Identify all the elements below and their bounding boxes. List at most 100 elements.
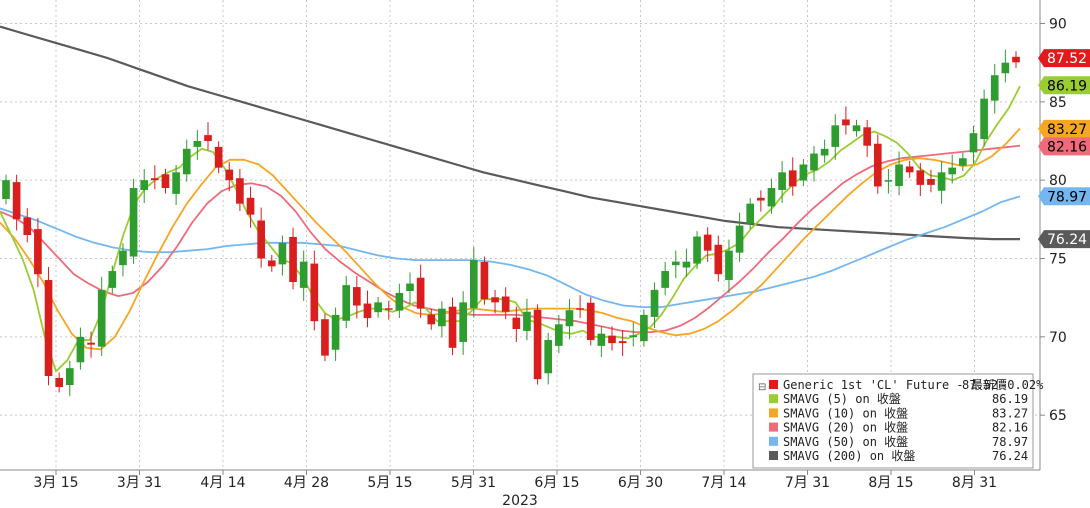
legend-value: 86.19	[992, 392, 1028, 406]
x-tick-label: 6月 30	[618, 475, 663, 491]
candle-body	[990, 75, 999, 101]
x-tick-label: 3月 31	[117, 475, 162, 491]
candle	[959, 152, 967, 172]
legend-value: 83.27	[992, 406, 1028, 420]
candle	[703, 227, 712, 262]
x-tick-label: 4月 14	[200, 475, 245, 491]
candle	[469, 247, 478, 318]
candle-body	[246, 197, 255, 215]
candle	[225, 162, 234, 192]
candle-body	[661, 271, 669, 288]
legend-value: 87.52	[962, 378, 998, 392]
candle-body	[119, 250, 127, 266]
year-label: 2023	[502, 493, 538, 508]
candle	[204, 122, 212, 151]
legend-item-sma200: SMAVG (200) on 收盤 76.24	[769, 449, 1028, 463]
legend-item-sma5: SMAVG (5) on 收盤 86.19	[769, 392, 1028, 406]
candle-body	[544, 339, 553, 374]
price-value-badge: 87.52	[1038, 49, 1090, 68]
candle	[448, 297, 457, 356]
candle	[76, 327, 85, 370]
candle-body	[427, 314, 436, 325]
legend-item-sma50: SMAVG (50) on 收盤 78.97	[769, 435, 1028, 449]
candle-body	[278, 242, 287, 265]
candle	[480, 256, 489, 305]
candle	[384, 300, 393, 320]
candle-body	[331, 314, 340, 350]
candle-body	[204, 135, 212, 141]
candle	[246, 186, 255, 228]
candle-body	[555, 324, 563, 346]
candle-body	[501, 296, 510, 312]
sma20-line	[0, 144, 1021, 333]
y-axis: 65 70 75 80 85 90	[1039, 0, 1067, 470]
x-tick-label: 8月 31	[952, 475, 997, 491]
candle-body	[895, 164, 903, 187]
candle	[533, 304, 542, 385]
candle-body	[140, 180, 149, 190]
candle-body	[969, 133, 978, 153]
candle	[172, 164, 180, 205]
candle	[629, 322, 638, 347]
legend-collapse-icon[interactable]: ⊟	[758, 382, 766, 393]
candle-body	[299, 261, 308, 288]
candle-body	[310, 263, 319, 322]
legend-swatch	[769, 394, 778, 404]
candle-body	[980, 98, 988, 140]
candle-body	[863, 127, 871, 146]
candle-body	[586, 302, 595, 340]
candle-body	[214, 146, 223, 168]
candle	[884, 169, 893, 194]
candle-body	[342, 285, 351, 321]
sma5-line	[0, 85, 1021, 373]
legend-label: SMAVG (5) on 收盤	[783, 392, 901, 406]
candle-body	[321, 319, 329, 356]
y-tick-label: 65	[1049, 408, 1067, 424]
candle	[671, 250, 680, 279]
badge-text: 78.97	[1047, 189, 1087, 205]
candle	[55, 372, 63, 393]
x-tick-label: 5月 15	[367, 475, 412, 491]
candle-body	[927, 178, 935, 185]
candle-body	[406, 283, 414, 292]
candle	[97, 276, 106, 356]
candle-body	[842, 119, 850, 126]
candle-body	[725, 250, 733, 281]
candle-body	[384, 308, 393, 310]
legend-swatch	[769, 408, 778, 418]
candle	[23, 208, 32, 243]
candle-body	[682, 261, 691, 268]
legend-label: Generic 1st 'CL' Future - 最新價	[783, 377, 1007, 392]
candle-body	[916, 170, 925, 185]
candle-body	[905, 166, 914, 173]
candle-body	[640, 314, 648, 342]
candle-body	[831, 125, 840, 147]
candle-body	[650, 289, 659, 317]
candle-body	[693, 236, 701, 264]
y-tick-label: 85	[1049, 95, 1067, 111]
x-axis: 2023 3月 15 3月 31 4月 14 4月 28 5月 15 5月 31 6月 15…	[0, 469, 1040, 508]
candle	[151, 165, 159, 190]
candle	[863, 119, 871, 157]
x-tick-label: 5月 31	[451, 475, 496, 491]
candle-body	[735, 225, 744, 253]
badge-text: 82.16	[1047, 139, 1087, 155]
badge-text: 83.27	[1047, 122, 1087, 138]
candle	[831, 114, 840, 160]
legend-swatch	[769, 436, 778, 446]
candle	[438, 301, 446, 338]
candle	[501, 287, 510, 320]
candle-body	[714, 244, 723, 275]
candle	[416, 264, 425, 318]
candle	[310, 250, 319, 331]
legend-box	[752, 373, 1034, 469]
candle	[980, 89, 988, 147]
legend-item-sma10: SMAVG (10) on 收盤 83.27	[769, 406, 1028, 420]
candle	[618, 330, 627, 357]
badge-text: 86.19	[1047, 78, 1087, 94]
candle-body	[565, 310, 574, 327]
candle	[236, 168, 244, 212]
candle	[565, 299, 574, 340]
candle	[842, 106, 850, 135]
